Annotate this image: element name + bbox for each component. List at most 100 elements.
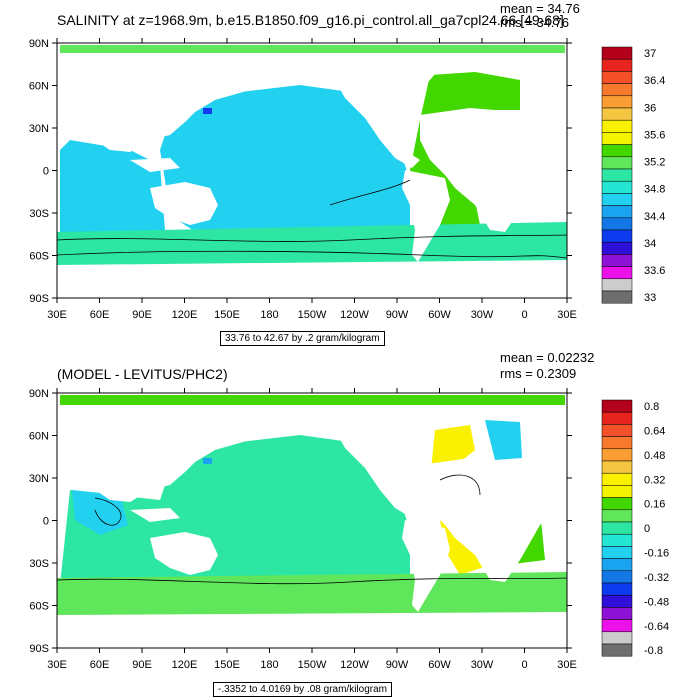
- panel1-colorbar-swatch: [601, 132, 633, 145]
- panel1-contour-note: 33.76 to 42.67 by .2 gram/kilogram: [220, 331, 385, 346]
- panel1-title: SALINITY at z=1968.9m, b.e15.B1850.f09_g…: [57, 12, 564, 28]
- panel2-lon-label: 90E: [132, 659, 152, 671]
- panel2-lat-label: 90S: [29, 643, 49, 655]
- panel2-colorbar-swatch: [601, 448, 633, 462]
- panel1-lat-label: 90S: [29, 293, 49, 305]
- panel2-lat-label: 90N: [29, 388, 49, 400]
- panel1-colorbar-label: 34.4: [644, 211, 665, 223]
- panel2-lon-label: 150W: [298, 659, 327, 671]
- panel1-colorbar-label: 37: [644, 48, 656, 60]
- panel2-lon-label: 180: [260, 659, 278, 671]
- panel2-pacific-field: [60, 435, 410, 585]
- panel2-colorbar-swatch: [601, 485, 633, 498]
- panel1-colorbar-swatch: [601, 229, 633, 243]
- panel2-lat-label: 60S: [29, 601, 49, 613]
- panel2-colorbar: 0.8 0.64 0.48 0.32 0.16 0 -0.16 -0.32 -0.48 -0.64…: [601, 399, 669, 657]
- panel2-colorbar-swatch: [601, 607, 633, 620]
- panel2-colorbar-swatch: [601, 546, 633, 559]
- panel2-colorbar-label: 0.32: [644, 474, 665, 486]
- panel1-colorbar-swatch: [601, 254, 633, 267]
- panel1-colorbar-swatch: [601, 278, 633, 292]
- panel1-lon-label: 30E: [47, 309, 67, 321]
- panel2-blue-patch: [203, 458, 212, 464]
- panel2-colorbar-swatch: [601, 497, 633, 511]
- panel2-colorbar-swatch: [601, 643, 633, 657]
- panel1-blue-patch: [203, 108, 212, 114]
- panel2-colorbar-swatch: [601, 411, 633, 425]
- panel1-lat-label: 60S: [29, 251, 49, 263]
- panel1-colorbar-swatch: [601, 46, 633, 60]
- panel2-title: (MODEL - LEVITUS/PHC2): [57, 366, 228, 382]
- panel1-colorbar-label: 34: [644, 238, 656, 250]
- panel1-colorbar-swatch: [601, 71, 633, 84]
- panel2-indian-cyan-patch: [72, 490, 128, 535]
- panel2-colorbar-swatch: [601, 619, 633, 633]
- panel1-lat-label: 30S: [29, 208, 49, 220]
- panel2-lon-label: 60W: [428, 659, 451, 671]
- panel2-lat-label: 0: [43, 516, 49, 528]
- panel1-colorbar-swatch: [601, 168, 633, 182]
- panel2-lat-label: 30N: [29, 473, 49, 485]
- panel1-pacific-field: [160, 85, 410, 235]
- panel1-arctic-field: [60, 45, 565, 53]
- panel2-lat-label: 60N: [29, 431, 49, 443]
- panel1-colorbar-swatch: [601, 107, 633, 121]
- panel1-colorbar-label: 33.6: [644, 265, 665, 277]
- panel2-arctic-field: [60, 395, 565, 405]
- panel2-lat-label: 30S: [29, 558, 49, 570]
- panel1-colorbar-swatch: [601, 290, 633, 304]
- panel2-colorbar-swatch: [601, 472, 633, 486]
- panel2-lon-label: 120W: [340, 659, 369, 671]
- panel1-colorbar-swatch: [601, 180, 633, 194]
- panel2-colorbar-label: 0.48: [644, 450, 665, 462]
- panel1-colorbar: 37 36.4 36 35.6 35.2 34.8 34.4 34 33.6 33: [601, 46, 665, 304]
- panel2-lon-label: 30E: [47, 659, 67, 671]
- panel2-colorbar-swatch: [601, 582, 633, 596]
- panel2-colorbar-label: -0.8: [644, 645, 663, 657]
- panel2-colorbar-swatch: [601, 594, 633, 608]
- panel2-north-atlantic-cyan: [485, 420, 522, 460]
- panel1-colorbar-swatch: [601, 241, 633, 255]
- panel1-lon-label: 30E: [557, 309, 577, 321]
- panel1-colorbar-label: 34.8: [644, 184, 665, 196]
- panel1-colorbar-swatch: [601, 156, 633, 170]
- panel1-colorbar-label: 35.2: [644, 157, 665, 169]
- panel2-lon-label: 90W: [386, 659, 409, 671]
- panel1-colorbar-swatch: [601, 193, 633, 206]
- panel2-colorbar-swatch: [601, 533, 633, 547]
- panel1-rms: rms = 34.76: [500, 15, 570, 30]
- panel2-map: [57, 393, 567, 648]
- panel2-colorbar-swatch: [601, 436, 633, 450]
- panel1-lon-label: 60E: [90, 309, 110, 321]
- panel2-lon-label: 60E: [90, 659, 110, 671]
- panel1-lon-label: 150E: [214, 309, 240, 321]
- panel1-southern-field: [57, 222, 567, 265]
- panel1-lat-label: 90N: [29, 38, 49, 50]
- panel1-lon-label: 90E: [132, 309, 152, 321]
- panel1-lat-label: 60N: [29, 81, 49, 93]
- panel2-colorbar-label: 0.64: [644, 425, 665, 437]
- panel2-colorbar-swatch: [601, 558, 633, 572]
- panel1-colorbar-swatch: [601, 144, 633, 158]
- panel1-colorbar-swatch: [601, 83, 633, 97]
- panel2-colorbar-label: -0.16: [644, 548, 669, 560]
- panel1-colorbar-label: 36: [644, 102, 656, 114]
- panel2-colorbar-label: 0.8: [644, 401, 659, 413]
- panel2-axes: 90N 60N 30N 0 30S 60S 90S 30E 60E 90E 120E 150E 180 1…: [29, 388, 577, 671]
- panel1-lon-label: 180: [260, 309, 278, 321]
- panel1-lon-label: 60W: [428, 309, 451, 321]
- panel1-colorbar-swatch: [601, 205, 633, 219]
- panel2-colorbar-swatch: [601, 399, 633, 413]
- panel2-contour-note: -.3352 to 4.0169 by .08 gram/kilogram: [213, 682, 392, 697]
- panel1-lon-label: 0: [521, 309, 527, 321]
- panel2-southern-field: [57, 572, 567, 615]
- panel2-lon-label: 30W: [471, 659, 494, 671]
- panel1-lat-label: 30N: [29, 123, 49, 135]
- panel1-map: [57, 43, 567, 298]
- panel1-colorbar-swatch: [601, 266, 633, 280]
- panel2-colorbar-swatch: [601, 521, 633, 535]
- panel1-axes: 90N 60N 30N 0 30S 60S 90S 30E 60E 90E 120E 150E 180 1…: [29, 38, 577, 321]
- panel2-rms: rms = 0.2309: [500, 366, 577, 381]
- panel2-colorbar-swatch: [601, 509, 633, 523]
- panel2-lon-label: 30E: [557, 659, 577, 671]
